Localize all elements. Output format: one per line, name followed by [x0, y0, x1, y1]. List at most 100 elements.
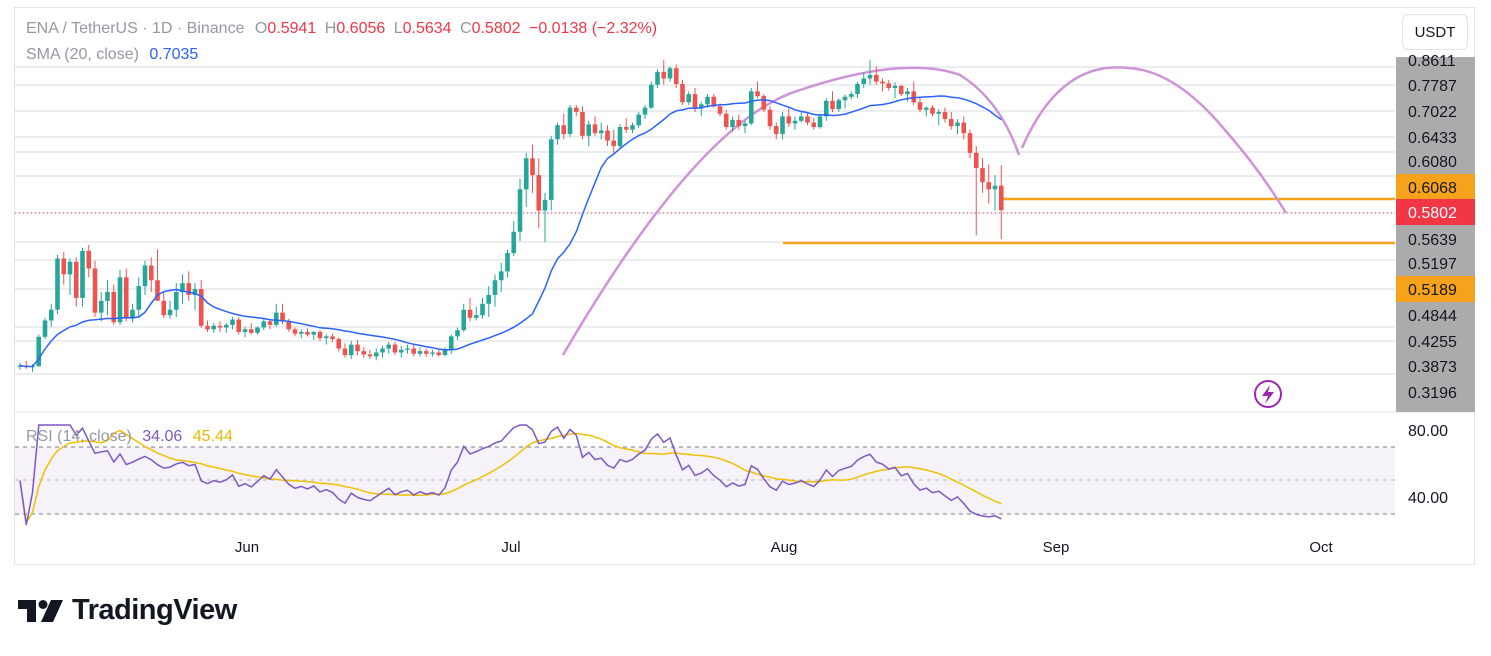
candle	[811, 118, 817, 130]
candle	[430, 349, 435, 357]
candle-body	[498, 271, 504, 281]
candle-body	[986, 182, 992, 190]
candle	[723, 109, 729, 130]
candle-body	[286, 321, 292, 330]
candle-body	[411, 348, 417, 354]
candle	[361, 347, 367, 358]
candle-body	[148, 265, 154, 281]
candle	[473, 306, 479, 321]
rsi-line	[19, 424, 1002, 526]
symbol-legend: ENA / TetherUS · 1D · Binance O0.5941 H0…	[26, 20, 658, 37]
candle	[630, 122, 635, 134]
candle	[861, 72, 867, 88]
candle	[967, 129, 973, 159]
candle-body	[530, 158, 535, 176]
candle	[980, 158, 985, 193]
candle-body	[355, 344, 360, 352]
candle-body	[430, 352, 435, 354]
price-tick-label: 0.5197	[1408, 256, 1457, 273]
candle	[611, 129, 617, 153]
candle	[223, 323, 229, 333]
candle	[817, 113, 823, 129]
candle-body	[667, 68, 673, 79]
candle-body	[42, 320, 48, 337]
candle	[736, 114, 742, 130]
candle	[261, 318, 267, 331]
candle	[867, 60, 873, 85]
time-axis[interactable]: Jun Jul Aug Sep Oct	[235, 539, 1334, 556]
candle	[511, 221, 517, 257]
candle	[273, 303, 279, 327]
candle-body	[392, 344, 398, 353]
candle-body	[980, 168, 985, 183]
candle-body	[273, 312, 279, 325]
candlestick-series[interactable]	[17, 60, 1004, 372]
candle	[561, 113, 567, 140]
candle	[180, 274, 185, 304]
candle-body	[673, 68, 679, 84]
candle-body	[780, 116, 785, 135]
candle-body	[236, 319, 242, 332]
candle	[986, 164, 992, 204]
price-axis[interactable]: 0.8611 0.7787 0.7022 0.6433 0.6080 0.5639 0.51…	[1396, 53, 1475, 412]
candle	[448, 334, 454, 354]
candle-body	[867, 74, 873, 79]
open-value: 0.5941	[267, 20, 317, 37]
candle-body	[917, 102, 923, 110]
candle	[536, 158, 542, 229]
price-badge-label: 0.5802	[1408, 205, 1457, 222]
candle	[130, 303, 135, 323]
candle-body	[723, 113, 729, 127]
candle-body	[786, 116, 792, 124]
candle-body	[717, 106, 723, 114]
price-tick-label: 0.7022	[1408, 104, 1457, 121]
candle	[192, 283, 198, 310]
candle-body	[817, 116, 823, 127]
candle	[92, 260, 98, 317]
candle-body	[861, 78, 867, 84]
candle-body	[55, 258, 60, 310]
candle	[717, 103, 723, 117]
candle-body	[73, 261, 79, 298]
candle	[461, 303, 467, 332]
price-tick-label: 0.8611	[1408, 53, 1456, 70]
candle-body	[992, 185, 998, 190]
candle	[42, 317, 48, 340]
candle-body	[130, 309, 135, 319]
candle-body	[923, 107, 929, 110]
candle-body	[580, 111, 585, 136]
tradingview-logo[interactable]: TradingView	[18, 594, 237, 627]
candle-body	[298, 331, 304, 334]
candle	[911, 81, 917, 105]
price-tick-label: 0.7787	[1408, 78, 1457, 95]
currency-button[interactable]: USDT	[1402, 14, 1468, 50]
candle-body	[811, 122, 817, 127]
candle-body	[242, 329, 248, 332]
tradingview-logo-icon	[18, 599, 63, 622]
candle-body	[911, 91, 917, 103]
candle	[123, 268, 129, 322]
candle	[973, 146, 979, 236]
candle	[311, 331, 317, 340]
bolt-icon[interactable]	[1254, 380, 1282, 408]
candle	[542, 192, 548, 243]
price-tick-label: 0.4844	[1408, 308, 1457, 325]
candle-body	[586, 124, 592, 136]
candle	[848, 91, 854, 100]
candle-body	[311, 331, 317, 335]
time-tick-label: Jun	[235, 539, 259, 556]
candle	[442, 347, 448, 357]
candle-body	[248, 329, 254, 333]
candle-body	[886, 83, 892, 88]
candle	[892, 82, 898, 99]
candle	[23, 360, 29, 369]
candle	[930, 104, 935, 117]
candle-body	[217, 325, 223, 328]
candle-body	[630, 125, 635, 130]
candle	[305, 328, 310, 337]
price-axis-background	[1396, 57, 1475, 412]
low-value: 0.5634	[402, 20, 452, 37]
candle-body	[155, 280, 160, 301]
candle	[567, 104, 573, 137]
